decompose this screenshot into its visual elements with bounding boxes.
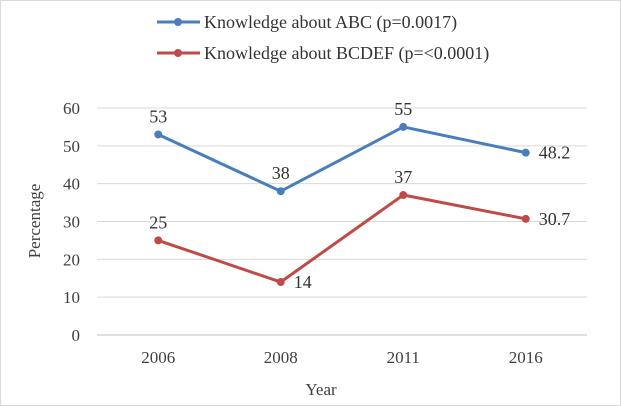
x-tick-label: 2011: [387, 348, 420, 367]
data-label: 48.2: [539, 143, 571, 163]
data-label: 38: [272, 163, 290, 183]
series-2: 25 14 37 30.7: [149, 167, 570, 292]
series-line: [156, 125, 528, 193]
y-tick-label: 50: [63, 137, 80, 156]
legend-item: Knowledge about BCDEF (p=<0.0001): [157, 43, 489, 64]
data-point: [521, 214, 530, 223]
y-tick-label: 20: [63, 250, 80, 269]
y-tick-label: 60: [63, 99, 80, 118]
gridlines: [97, 107, 587, 336]
y-axis-ticks: 0 10 20 30 40 50 60: [63, 99, 80, 345]
series-line: [156, 193, 528, 284]
legend: Knowledge about ABC (p=0.0017) Knowledge …: [157, 12, 489, 64]
y-tick-label: 10: [63, 288, 80, 307]
data-label: 14: [294, 272, 312, 292]
y-tick-label: 40: [63, 175, 80, 194]
x-axis-title: Year: [305, 380, 337, 399]
data-label: 25: [149, 212, 167, 232]
legend-label: Knowledge about ABC (p=0.0017): [204, 12, 457, 33]
legend-swatch-marker: [174, 18, 182, 26]
data-point: [276, 278, 285, 287]
x-tick-label: 2006: [141, 348, 175, 367]
series-group: 53 38 55 48.2 25 14 37 30.7: [149, 99, 570, 292]
legend-item: Knowledge about ABC (p=0.0017): [157, 12, 457, 33]
y-axis-title: Percentage: [25, 184, 44, 259]
data-point: [521, 148, 530, 157]
y-tick-label: 0: [72, 326, 81, 345]
data-point: [399, 191, 408, 200]
data-label: 30.7: [539, 209, 571, 229]
x-tick-label: 2016: [509, 348, 543, 367]
data-point: [276, 187, 285, 196]
data-point: [154, 130, 163, 139]
data-label: 53: [149, 106, 167, 126]
x-axis-ticks: 2006 2008 2011 2016: [141, 348, 543, 367]
data-point: [154, 236, 163, 245]
data-point: [399, 122, 408, 131]
data-label: 37: [394, 167, 412, 187]
data-label: 55: [394, 99, 412, 119]
legend-label: Knowledge about BCDEF (p=<0.0001): [204, 43, 489, 64]
legend-swatch-marker: [174, 49, 182, 57]
y-tick-label: 30: [63, 213, 80, 232]
series-1: 53 38 55 48.2: [149, 99, 571, 196]
x-tick-label: 2008: [264, 348, 298, 367]
